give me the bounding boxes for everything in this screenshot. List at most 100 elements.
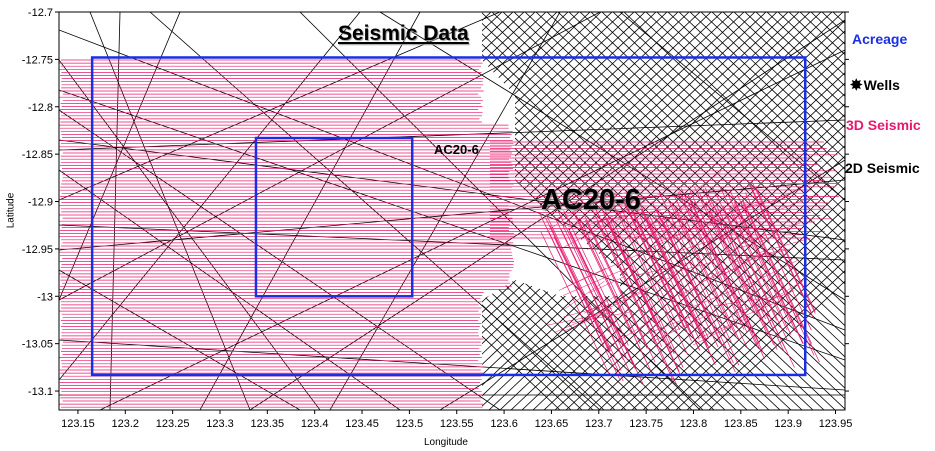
seismic-3d-line — [667, 217, 740, 366]
seismic-3d-line — [702, 188, 766, 320]
seismic-2d-line — [620, 197, 845, 410]
seismic-2d-line — [656, 12, 845, 191]
y-tick-label: -13.05 — [22, 339, 53, 351]
seismic-2d-line — [568, 12, 845, 275]
x-tick-label: 123.7 — [585, 418, 613, 430]
x-tick-label: 123.15 — [61, 418, 95, 430]
seismic-2d-line — [675, 249, 845, 410]
seismic-3d-line — [723, 239, 766, 253]
seismic-3d-line — [693, 281, 756, 307]
seismic-2d-line — [631, 207, 845, 410]
seismic-3d-line — [684, 195, 748, 326]
x-axis-ticks: 123.15 123.2 123.25 123.3 123.35 123.4 123.45 1… — [61, 410, 852, 430]
seismic-3d-line — [658, 192, 733, 344]
seismic-3d-line — [646, 207, 697, 227]
seismic-3d-line — [702, 266, 742, 282]
seismic-2d-line — [755, 12, 845, 97]
seismic-2d-line — [708, 280, 845, 410]
seismic-3d-line — [546, 202, 588, 233]
y-tick-label: -12.9 — [28, 197, 53, 209]
seismic-3d-line — [699, 323, 734, 339]
seismic-3d-line — [720, 187, 792, 335]
seismic-3d-line — [740, 201, 815, 356]
seismic-3d-line — [569, 191, 632, 203]
seismic-3d-line — [742, 202, 820, 363]
seismic-2d-line — [59, 109, 501, 410]
seismic-3d-line — [563, 210, 629, 346]
seismic-3d-line — [548, 232, 621, 381]
seismic-2d-line — [645, 12, 845, 202]
seismic-3d-line — [609, 207, 646, 224]
block-label-small: AC20-6 — [434, 142, 479, 157]
seismic-3d-line — [568, 231, 636, 370]
seismic-3d-line — [670, 261, 712, 274]
seismic-3d-line — [563, 280, 605, 310]
seismic-2d-line — [612, 12, 845, 233]
seismic-2d-line — [535, 12, 845, 306]
seismic-2d-line — [579, 12, 845, 264]
y-tick-label: -12.95 — [22, 244, 53, 256]
seismic-3d-line — [568, 211, 615, 228]
seismic-3d-line — [660, 212, 734, 364]
seismic-3d-line — [729, 209, 788, 331]
seismic-3d-line — [722, 205, 788, 340]
seismic-2d-line — [744, 12, 845, 108]
seismic-2d-line — [678, 12, 845, 170]
legend-wells-label: Wells — [863, 77, 900, 93]
seismic-3d-line — [611, 219, 684, 368]
x-axis-label: Longitude — [424, 437, 468, 448]
acreage-block-1 — [90, 56, 807, 377]
seismic-2d-line — [609, 186, 845, 410]
plot-frame — [58, 11, 846, 411]
seismic-3d-line — [738, 197, 786, 211]
seismic-2d-line — [554, 134, 845, 410]
seismic-3d-line — [623, 201, 685, 328]
x-tick-label: 123.4 — [301, 418, 329, 430]
seismic-3d-line — [586, 290, 646, 319]
seismic-2d-line — [587, 165, 845, 410]
seismic-2d-line — [458, 12, 845, 379]
seismic-3d-line — [750, 184, 812, 312]
seismic-3d-line — [704, 213, 738, 227]
x-tick-label: 123.8 — [680, 418, 708, 430]
seismic-3d-line — [585, 219, 648, 349]
legend-3d-seismic: 3D Seismic — [846, 117, 921, 133]
y-tick-label: -13 — [37, 291, 53, 303]
seismic-2d-line — [480, 12, 845, 358]
seismic-3d-line — [679, 229, 744, 252]
y-axis-ticks: -12.7 -12.75 -12.8 -12.85 -12.9 -12.95 -13 -13.… — [22, 7, 849, 398]
seismic-2d-line — [546, 12, 845, 295]
seismic-3d-line — [596, 221, 674, 380]
seismic-2d-line — [433, 19, 845, 410]
seismic-2d-line — [99, 49, 845, 410]
seismic-3d-line — [681, 171, 722, 201]
seismic-3d-line — [723, 252, 764, 275]
seismic-3d-line — [636, 262, 693, 276]
seismic-3d-line — [705, 201, 778, 350]
seismic-3d-line — [673, 194, 747, 347]
x-tick-label: 123.9 — [774, 418, 802, 430]
seismic-2d-line — [634, 12, 845, 212]
seismic-2d-line — [697, 270, 845, 410]
seismic-2d-line — [502, 12, 845, 337]
seismic-2d-line — [619, 12, 845, 201]
seismic-3d-line — [678, 267, 727, 297]
seismic-3d-line — [579, 222, 648, 365]
seismic-3d-line — [554, 307, 612, 333]
seismic-3d-line — [652, 218, 721, 245]
well-icon: ✸ — [850, 77, 863, 94]
y-tick-label: -12.75 — [22, 54, 53, 66]
seismic-2d-line — [700, 12, 845, 150]
seismic-3d-line — [741, 222, 800, 245]
seismic-3d-line — [664, 199, 721, 229]
seismic-3d-line — [627, 208, 692, 342]
y-tick-label: -13.1 — [28, 386, 53, 398]
seismic-3d-line — [562, 267, 606, 289]
seismic-3d-line — [641, 208, 708, 347]
seismic-3d-line — [712, 203, 785, 353]
seismic-3d-line — [714, 295, 784, 307]
seismic-2d-line — [488, 72, 845, 410]
seismic-3d-line — [619, 213, 689, 356]
seismic-2d-line — [576, 155, 845, 410]
seismic-3d-line — [629, 225, 685, 239]
